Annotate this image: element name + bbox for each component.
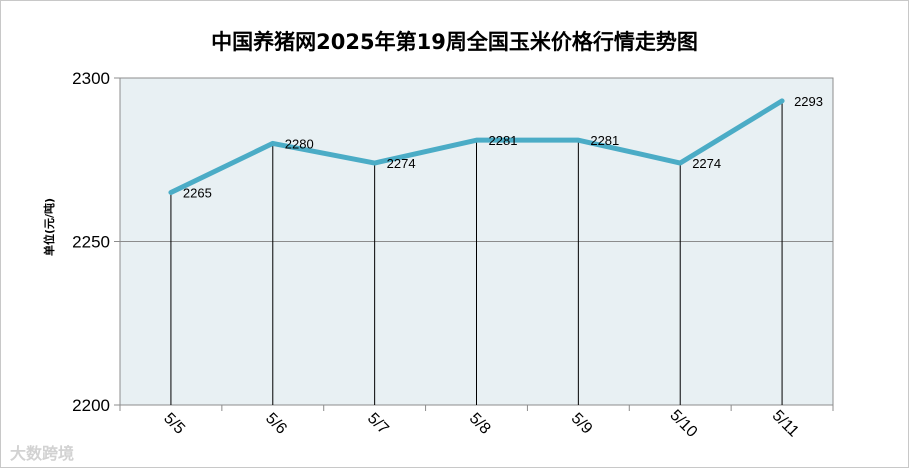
- x-tick-label: 5/5: [160, 410, 188, 438]
- data-label: 2274: [387, 156, 416, 171]
- data-label: 2293: [794, 94, 823, 109]
- data-point: [270, 141, 275, 146]
- chart-title: 中国养猪网2025年第19周全国玉米价格行情走势图: [211, 30, 698, 54]
- data-point: [372, 161, 377, 166]
- y-tick-label: 2250: [72, 233, 110, 252]
- data-point: [168, 190, 173, 195]
- x-tick-label: 5/8: [466, 410, 494, 438]
- data-point: [576, 138, 581, 143]
- data-point: [780, 98, 785, 103]
- data-point: [678, 161, 683, 166]
- data-label: 2274: [692, 156, 721, 171]
- data-label: 2280: [285, 136, 314, 151]
- watermark: 大数跨境: [10, 444, 75, 463]
- data-label: 2281: [489, 133, 518, 148]
- x-tick-label: 5/10: [666, 407, 700, 441]
- data-point: [474, 138, 479, 143]
- x-tick-label: 5/6: [262, 410, 290, 438]
- x-tick-label: 5/9: [568, 410, 596, 438]
- data-label: 2281: [590, 133, 619, 148]
- y-tick-label: 2300: [72, 69, 110, 88]
- data-label: 2265: [183, 185, 212, 200]
- x-tick-label: 5/7: [364, 410, 392, 438]
- x-tick-label: 5/11: [769, 407, 802, 440]
- y-tick-label: 2200: [72, 396, 110, 415]
